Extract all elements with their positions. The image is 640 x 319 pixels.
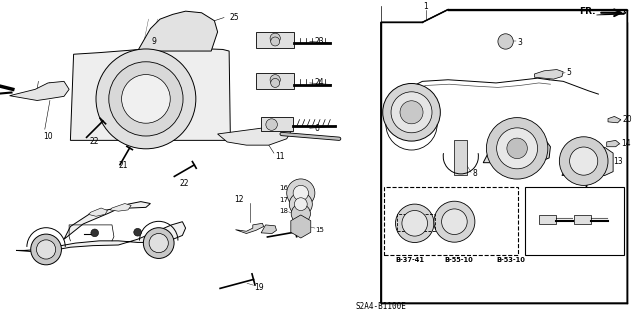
Ellipse shape [498,34,513,49]
Polygon shape [607,140,620,147]
Polygon shape [608,116,621,123]
Text: 9: 9 [151,37,156,46]
Ellipse shape [391,92,432,133]
Bar [381,22,627,303]
Text: FR.: FR. [579,7,595,16]
Polygon shape [381,10,627,303]
Bar [525,187,624,255]
Text: 22: 22 [90,137,99,146]
Ellipse shape [149,234,168,253]
Polygon shape [261,117,293,131]
Polygon shape [218,124,291,145]
Polygon shape [236,223,264,234]
Text: B-37-41: B-37-41 [395,257,424,263]
Text: 24: 24 [315,78,324,87]
Polygon shape [256,73,294,89]
Ellipse shape [570,147,598,175]
Polygon shape [138,11,218,51]
Polygon shape [70,48,230,140]
Ellipse shape [270,33,280,43]
Ellipse shape [559,137,608,185]
Text: 12: 12 [234,195,243,204]
Polygon shape [534,70,563,79]
Text: 19: 19 [254,283,264,292]
Polygon shape [10,81,69,100]
Text: 22: 22 [180,179,189,188]
Ellipse shape [383,84,440,141]
Ellipse shape [294,198,307,211]
Ellipse shape [109,62,183,136]
Ellipse shape [270,75,280,85]
Polygon shape [16,222,186,252]
Ellipse shape [497,128,538,169]
Text: 18: 18 [279,208,288,214]
Polygon shape [539,215,556,225]
Polygon shape [261,225,276,234]
Text: 2: 2 [412,188,417,197]
Ellipse shape [291,204,310,223]
Ellipse shape [271,78,280,87]
Ellipse shape [96,49,196,149]
Ellipse shape [400,101,423,124]
Polygon shape [562,145,613,175]
Polygon shape [88,208,108,216]
Text: 8: 8 [472,169,477,178]
Polygon shape [110,204,131,211]
Text: 4: 4 [392,117,397,126]
Ellipse shape [396,204,434,242]
Ellipse shape [91,229,99,237]
Text: 14: 14 [621,139,630,148]
Polygon shape [64,202,150,239]
Polygon shape [291,215,311,238]
Ellipse shape [287,179,315,207]
Text: 23: 23 [315,37,324,46]
Text: 17: 17 [279,197,288,203]
Ellipse shape [122,75,170,123]
Text: 15: 15 [316,227,324,233]
Text: 5: 5 [566,68,572,77]
Text: 20: 20 [622,115,632,124]
Text: 21: 21 [119,161,128,170]
Ellipse shape [266,119,277,130]
Text: B-37-40: B-37-40 [395,251,424,256]
Ellipse shape [134,228,141,236]
Ellipse shape [442,209,467,234]
Text: 10: 10 [43,132,53,141]
Polygon shape [454,140,467,175]
Ellipse shape [289,193,312,216]
Polygon shape [596,11,626,15]
Ellipse shape [143,228,174,258]
Text: 1: 1 [423,2,428,11]
Text: B-55-10: B-55-10 [445,257,474,263]
Bar [384,187,518,255]
Polygon shape [574,215,591,225]
Polygon shape [256,32,294,48]
Ellipse shape [36,240,56,259]
Ellipse shape [507,138,527,159]
Ellipse shape [31,234,61,265]
Text: 6: 6 [315,124,320,133]
Text: 16: 16 [279,185,288,191]
Ellipse shape [402,211,428,236]
Ellipse shape [293,185,308,201]
Text: 13: 13 [613,157,623,166]
Text: 11: 11 [275,152,285,161]
Ellipse shape [486,118,548,179]
Text: 3: 3 [517,38,522,47]
Polygon shape [483,134,550,163]
Ellipse shape [271,37,280,46]
Text: 14: 14 [595,189,605,197]
Text: 25: 25 [229,13,239,22]
Ellipse shape [434,201,475,242]
Text: B-53-10: B-53-10 [496,257,525,263]
Text: S2A4-B1100E: S2A4-B1100E [355,302,406,311]
